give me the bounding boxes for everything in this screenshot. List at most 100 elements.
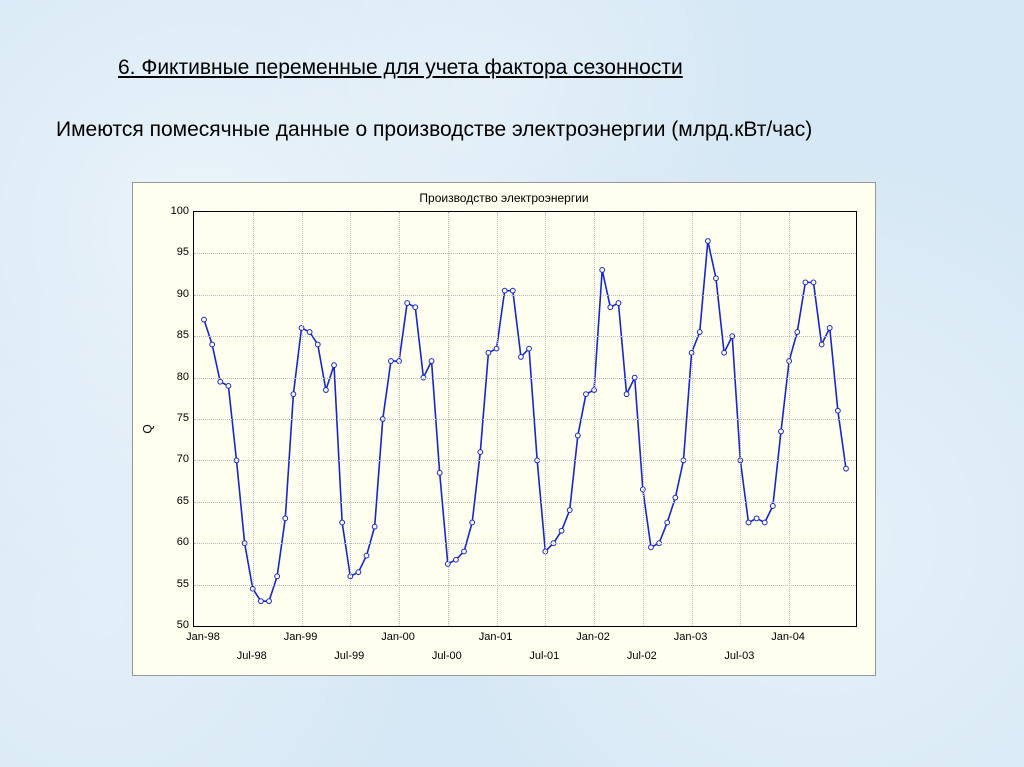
data-marker (527, 346, 532, 351)
data-marker (437, 470, 442, 475)
y-tick-label: 100 (159, 205, 189, 217)
data-marker (413, 305, 418, 310)
gridline-h (194, 378, 856, 379)
data-marker (405, 301, 410, 306)
data-marker (746, 520, 751, 525)
data-marker (697, 330, 702, 335)
gridline-h (194, 295, 856, 296)
data-marker (332, 363, 337, 368)
data-marker (722, 350, 727, 355)
data-marker (324, 388, 329, 393)
data-marker (827, 326, 832, 331)
data-marker (478, 450, 483, 455)
data-marker (819, 342, 824, 347)
y-tick-label: 95 (159, 246, 189, 258)
y-tick-label: 85 (159, 329, 189, 341)
chart-container: Производство электроэнергии Q 5055606570… (132, 182, 876, 676)
data-marker (429, 359, 434, 364)
data-marker (275, 574, 280, 579)
x-tick-label-minor: Jul-03 (724, 650, 754, 662)
data-marker (616, 301, 621, 306)
data-marker (356, 570, 361, 575)
x-tick-label-major: Jan-02 (576, 631, 610, 643)
gridline-v (497, 212, 498, 626)
y-tick-label: 80 (159, 371, 189, 383)
x-tick-label-minor: Jul-99 (334, 650, 364, 662)
data-marker (803, 280, 808, 285)
gridline-v (692, 212, 693, 626)
data-marker (462, 549, 467, 554)
y-tick-label: 70 (159, 453, 189, 465)
data-marker (389, 359, 394, 364)
gridline-h (194, 460, 856, 461)
data-marker (364, 553, 369, 558)
data-marker (470, 520, 475, 525)
data-marker (584, 392, 589, 397)
data-marker (315, 342, 320, 347)
data-marker (291, 392, 296, 397)
gridline-h (194, 543, 856, 544)
y-tick-label: 50 (159, 619, 189, 631)
data-marker (519, 355, 524, 360)
gridline-v (399, 212, 400, 626)
data-marker (567, 508, 572, 513)
gridline-v (302, 212, 303, 626)
data-marker (673, 495, 678, 500)
data-marker (454, 557, 459, 562)
page-subheading: Имеются помесячные данные о производстве… (56, 118, 812, 142)
data-marker (649, 545, 654, 550)
data-marker (714, 276, 719, 281)
data-marker (624, 392, 629, 397)
plot-area (193, 211, 857, 627)
x-tick-label-major: Jan-00 (381, 631, 415, 643)
data-marker (705, 239, 710, 244)
x-tick-label-major: Jan-03 (674, 631, 708, 643)
data-marker (502, 288, 507, 293)
gridline-h (194, 336, 856, 337)
y-tick-label: 60 (159, 536, 189, 548)
data-marker (754, 516, 759, 521)
x-tick-label-minor: Jul-98 (237, 650, 267, 662)
data-marker (795, 330, 800, 335)
data-marker (372, 524, 377, 529)
data-marker (608, 305, 613, 310)
y-tick-label: 90 (159, 288, 189, 300)
data-marker (770, 504, 775, 509)
data-marker (510, 288, 515, 293)
x-tick-label-minor: Jul-01 (529, 650, 559, 662)
data-marker (307, 330, 312, 335)
data-marker (226, 383, 231, 388)
data-marker (283, 516, 288, 521)
data-marker (210, 342, 215, 347)
data-marker (844, 466, 849, 471)
data-marker (559, 528, 564, 533)
data-marker (762, 520, 767, 525)
data-marker (811, 280, 816, 285)
data-marker (575, 433, 580, 438)
data-marker (267, 599, 272, 604)
gridline-h (194, 585, 856, 586)
data-marker (779, 429, 784, 434)
data-marker (340, 520, 345, 525)
x-tick-label-major: Jan-98 (186, 631, 220, 643)
y-axis-label: Q (141, 424, 155, 433)
x-tick-label-minor: Jul-00 (432, 650, 462, 662)
gridline-v (253, 212, 254, 626)
data-marker (486, 350, 491, 355)
x-tick-label-major: Jan-01 (479, 631, 513, 643)
y-tick-label: 65 (159, 495, 189, 507)
gridline-v (448, 212, 449, 626)
data-marker (218, 379, 223, 384)
gridline-v (545, 212, 546, 626)
gridline-v (740, 212, 741, 626)
gridline-v (350, 212, 351, 626)
x-tick-label-minor: Jul-02 (627, 650, 657, 662)
data-marker (665, 520, 670, 525)
data-marker (600, 268, 605, 273)
gridline-v (789, 212, 790, 626)
gridline-h (194, 419, 856, 420)
page-heading: 6. Фиктивные переменные для учета фактор… (118, 56, 683, 80)
data-marker (202, 317, 207, 322)
x-tick-label-major: Jan-04 (771, 631, 805, 643)
chart-title: Производство электроэнергии (133, 191, 875, 205)
